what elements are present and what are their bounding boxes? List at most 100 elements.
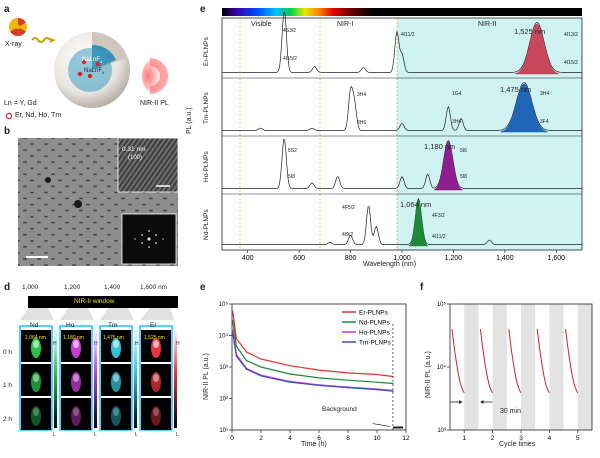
cycle-curve-2 (508, 329, 522, 394)
decay-point-0-6 (347, 372, 349, 374)
xray-wave-icon (31, 37, 51, 43)
cycle-xtick-2: 3 (519, 435, 523, 442)
d-row-2h: 2 h (3, 416, 13, 423)
nanoparticle-core (68, 48, 112, 92)
decay-xtick-2: 4 (288, 435, 292, 442)
panel-label-f: f (420, 282, 424, 293)
decay-point-3-3 (260, 375, 262, 377)
decay-xtick-1: 2 (259, 435, 263, 442)
d-col-nd: Nd (30, 322, 39, 329)
transition-ho-b: 5I8 (288, 174, 295, 180)
track-label-ho: Ho-PLNPs (203, 151, 210, 182)
transition-ho-d: 5I8 (460, 174, 467, 180)
decay-xtick-0: 0 (230, 435, 234, 442)
spectra-xtick-4: 1,200 (445, 255, 463, 262)
decay-ytick-0: 10¹ (219, 428, 228, 434)
lattice-spacing: 0.31 nm (122, 146, 146, 153)
cycle-curve-4 (565, 329, 579, 394)
transition-nd-a: 4F5/2 (342, 205, 355, 211)
d-col-tm: Tm (108, 322, 118, 329)
track-label-nd: Nd-PLNPs (203, 209, 210, 240)
spectra-xtick-3: 1,000 (393, 255, 411, 262)
region-visible: Visible (251, 21, 272, 28)
decay-point-2-0 (232, 329, 234, 331)
transition-er-e: 4I15/2 (564, 60, 578, 66)
transition-er-d: 4I13/2 (564, 32, 578, 38)
decay-point-3-4 (289, 381, 291, 383)
d-axis-tick-0: 1,000 (22, 284, 39, 291)
nir2-region (397, 18, 582, 250)
xray-label: X-ray (5, 41, 22, 48)
decay-legend-1: Nd-PLNPs (359, 320, 390, 327)
spectrum-peak-fill-2 (434, 141, 463, 191)
peak-label-tm: 1,475 nm (500, 85, 532, 94)
track-label-tm: Tm-PLNPs (203, 92, 210, 124)
spectra-xtick-0: 400 (242, 255, 254, 262)
spectrum-line-2 (222, 138, 582, 189)
d-axis-tick-3: 1,600 nm (140, 284, 168, 291)
decay-point-0-4 (289, 365, 291, 367)
decay-xtick-4: 8 (346, 435, 350, 442)
decay-point-3-8 (392, 390, 394, 392)
cycle-ylabel: NIR-II PL (a.u.) (425, 351, 432, 398)
cycle-xtick-0: 1 (462, 435, 466, 442)
transition-ho-a: 5S2 (288, 148, 297, 154)
spectrum-peak-fill-0 (515, 23, 559, 75)
cycle-curve-1 (479, 329, 494, 394)
cycle-ytick-0: 10³ (437, 428, 446, 434)
transition-nd-b: 4I9/2 (342, 232, 354, 238)
d-peak-nd: 1,064 nm (25, 335, 46, 341)
transition-nd-c: 4F3/2 (432, 213, 445, 219)
cycle-xtick-1: 2 (491, 435, 495, 442)
transition-tm-d: 3H4 (452, 119, 462, 125)
cycle-interval-annotation: 30 min (500, 408, 522, 415)
spectra-xtick-5: 1,400 (496, 255, 514, 262)
transition-tm-b: 3H6 (357, 120, 367, 126)
tem-image (18, 138, 178, 266)
decay-point-3-7 (376, 389, 378, 391)
decay-xtick-5: 10 (373, 435, 381, 442)
decay-chart: 0 2 4 6 8 10 12 10¹ 10² 10³ 10⁴ 10⁵ Er-PLNPs Nd-PLNPs… (219, 301, 410, 442)
panel-a-schematic (5, 17, 168, 120)
decay-ytick-2: 10³ (219, 365, 228, 371)
d-image-3-2 (141, 398, 171, 430)
cycle-shade-3 (549, 304, 564, 430)
hrtem-inset (117, 138, 178, 193)
d-colorbar-2 (134, 328, 137, 428)
decay-point-1-6 (347, 379, 349, 381)
d-col-er: Er (150, 322, 157, 329)
panel-label-b: b (4, 126, 11, 137)
spectra-xtick-2: 800 (345, 255, 357, 262)
peak-label-nd: 1,064 nm (400, 200, 432, 209)
cycle-shade-0 (464, 304, 479, 430)
transition-tm-c: 1G4 (452, 91, 462, 97)
cycle-curve-3 (536, 329, 550, 394)
transition-er-c: 4I11/2 (401, 32, 415, 38)
cycle-xtick-4: 5 (576, 435, 580, 442)
d-scale-low-3: L (135, 432, 138, 438)
d-scale-low-2: L (94, 432, 97, 438)
spectra-xtick-6: 1,600 (548, 255, 566, 262)
decay-legend-2: Ho-PLNPs (359, 330, 390, 337)
spectrum-line-3 (222, 197, 582, 245)
d-colorbar-0 (54, 328, 57, 428)
d-colorbar-1 (94, 328, 97, 428)
decay-point-0-0 (232, 310, 234, 312)
transition-ho-c: 5I6 (460, 148, 467, 154)
cycle-xlabel: Cycle times (499, 441, 536, 448)
decay-ytick-3: 10⁴ (219, 333, 229, 340)
dopant-list: Er, Nd, Ho, Tm (15, 112, 62, 119)
track-label-er: Er-PLNPs (203, 37, 210, 66)
d-image-2-2 (101, 398, 131, 430)
decay-point-3-6 (347, 387, 349, 389)
decay-xtick-6: 12 (402, 435, 410, 442)
decay-point-1-5 (318, 377, 320, 379)
lattice-plane: (100) (128, 155, 143, 161)
decay-xtick-3: 6 (317, 435, 321, 442)
transition-er-a: 4S3/2 (283, 28, 297, 34)
cycle-chart: 1 2 3 4 5 10³ 10⁴ 10⁵ (437, 301, 593, 442)
transition-er-b: 4I15/2 (283, 56, 297, 62)
nir2-window-bar (28, 296, 178, 308)
decay-ytick-1: 10² (219, 397, 228, 403)
decay-point-3-2 (245, 368, 248, 370)
